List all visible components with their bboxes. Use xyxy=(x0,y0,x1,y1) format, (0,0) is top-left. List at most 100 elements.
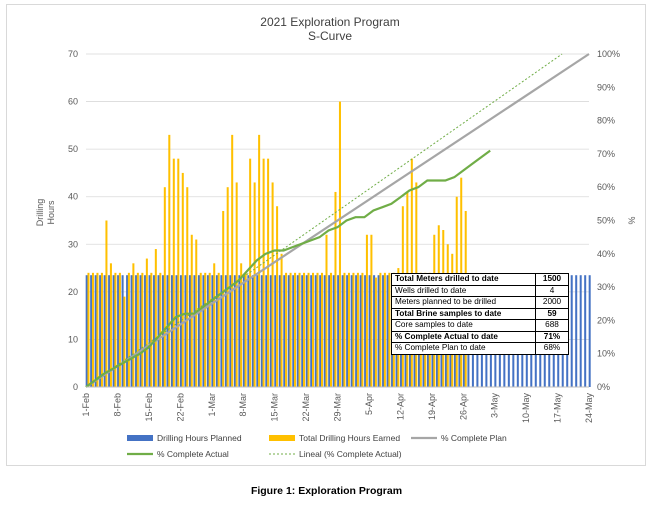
y-tick-label: 40 xyxy=(68,192,78,202)
planned-bar xyxy=(108,275,111,387)
earned-bar xyxy=(244,272,247,387)
earned-bar xyxy=(303,272,306,387)
x-tick-label: 19-Apr xyxy=(427,393,437,420)
x-tick-label: 1-Feb xyxy=(81,393,91,417)
y-tick-label: 60 xyxy=(68,97,78,107)
y2-tick-label: 90% xyxy=(597,82,615,92)
earned-bar xyxy=(145,258,148,387)
earned-bar xyxy=(186,187,189,387)
earned-bar xyxy=(316,272,319,387)
planned-bar xyxy=(278,275,281,387)
planned-bar xyxy=(386,275,389,387)
earned-bar xyxy=(356,272,359,387)
y-tick-label: 70 xyxy=(68,49,78,59)
planned-bar xyxy=(373,275,376,387)
planned-bar xyxy=(90,275,93,387)
axes: 0 10 20 30 40 50 60 70 0% 10% 20% 30% 40% 50% 60% 70% 80… xyxy=(35,49,637,423)
planned-bar xyxy=(260,275,263,387)
x-tick-label: 12-Apr xyxy=(395,393,405,420)
summary-value: 71% xyxy=(535,330,569,343)
y2-tick-label: 60% xyxy=(597,182,615,192)
x-tick-label: 26-Apr xyxy=(458,393,468,420)
planned-bar xyxy=(382,275,385,387)
x-tick-label: 10-May xyxy=(521,393,531,424)
planned-bar xyxy=(99,275,102,387)
earned-bar xyxy=(334,191,337,387)
planned-bar xyxy=(179,275,182,387)
earned-bar xyxy=(141,272,144,387)
earned-bar xyxy=(240,263,243,387)
planned-bar xyxy=(575,275,578,387)
earned-bar xyxy=(87,272,90,387)
planned-bar xyxy=(144,275,147,387)
x-tick-label: 22-Feb xyxy=(175,393,185,422)
earned-bar xyxy=(343,272,346,387)
earned-bar xyxy=(100,272,103,387)
planned-bar xyxy=(215,275,218,387)
earned-bar xyxy=(370,234,373,387)
y2-axis-title: % xyxy=(627,216,637,224)
earned-bar xyxy=(123,296,126,387)
summary-row: Wells drilled to date 4 xyxy=(391,284,569,297)
summary-row: % Complete Actual to date 71% xyxy=(391,330,569,343)
planned-bar xyxy=(206,275,209,387)
trend-line xyxy=(85,53,563,388)
chart-frame: 2021 Exploration Program S-Curve 0 10 20 30… xyxy=(6,4,646,466)
earned-bar xyxy=(127,272,130,387)
summary-row: Total Meters drilled to date 1500 xyxy=(391,273,569,286)
planned-bar xyxy=(332,275,335,387)
planned-bar xyxy=(229,275,232,387)
planned-bar xyxy=(341,275,344,387)
x-tick-label: 24-May xyxy=(584,393,594,424)
earned-bar xyxy=(365,234,368,387)
planned-bar xyxy=(368,275,371,387)
summary-label: Total Brine samples to date xyxy=(391,307,536,320)
planned-bar xyxy=(314,275,317,387)
earned-bar xyxy=(136,272,139,387)
planned-bar xyxy=(188,275,191,387)
summary-value: 68% xyxy=(535,342,569,355)
earned-bar xyxy=(235,182,238,387)
earned-bar xyxy=(222,210,225,387)
earned-bar xyxy=(410,158,413,387)
earned-bar xyxy=(96,272,99,387)
earned-bar xyxy=(271,182,274,387)
planned-bar xyxy=(287,275,290,387)
planned-bar xyxy=(94,275,97,387)
earned-bar xyxy=(199,272,202,387)
earned-bar xyxy=(312,272,315,387)
planned-bar xyxy=(310,275,313,387)
earned-bar xyxy=(347,272,350,387)
earned-bar xyxy=(177,158,180,387)
planned-bar xyxy=(337,275,340,387)
earned-bar xyxy=(114,272,117,387)
planned-bar xyxy=(323,275,326,387)
x-tick-label: 1-Mar xyxy=(207,393,217,417)
summary-label: Total Meters drilled to date xyxy=(391,273,536,286)
y-tick-label: 0 xyxy=(73,382,78,392)
summary-table: Total Meters drilled to date 1500 Wells dr… xyxy=(391,273,569,355)
earned-bar xyxy=(383,272,386,387)
planned-bar xyxy=(319,275,322,387)
earned-bar xyxy=(109,263,112,387)
planned-bar xyxy=(355,275,358,387)
earned-bar xyxy=(118,272,121,387)
planned-bar xyxy=(148,275,151,387)
planned-bar xyxy=(588,275,591,387)
actual-line xyxy=(85,149,491,388)
earned-bar xyxy=(181,172,184,387)
y2-tick-label: 70% xyxy=(597,149,615,159)
earned-bar xyxy=(320,272,324,387)
earned-bar xyxy=(91,272,94,387)
planned-bar xyxy=(157,275,160,387)
legend-label: % Complete Plan xyxy=(441,433,507,443)
series-lines xyxy=(85,53,590,388)
planned-bar xyxy=(364,275,367,387)
legend-swatch xyxy=(269,435,295,441)
planned-bar xyxy=(247,275,250,387)
figure-caption: Figure 1: Exploration Program xyxy=(250,485,403,497)
summary-label: Wells drilled to date xyxy=(391,284,536,297)
x-tick-label: 15-Mar xyxy=(270,393,280,422)
y2-tick-label: 30% xyxy=(597,282,615,292)
planned-bar xyxy=(197,275,200,387)
